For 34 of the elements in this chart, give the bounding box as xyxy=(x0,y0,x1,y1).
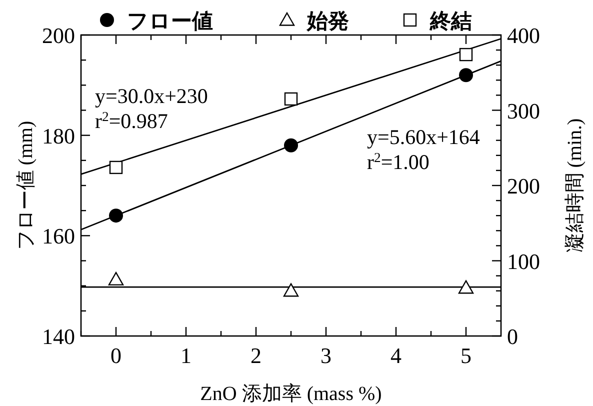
point xyxy=(459,48,473,62)
y-tick-label: 140 xyxy=(42,324,75,349)
x-tick-label: 5 xyxy=(460,343,472,368)
x-axis-title: ZnO 添加率 (mass %) xyxy=(200,383,382,405)
point xyxy=(109,160,123,174)
annotation: y=5.60x+164 xyxy=(367,125,480,149)
y2-tick-label: 100 xyxy=(507,248,540,274)
y-tick-label: 160 xyxy=(42,224,75,249)
y2-tick-label: 300 xyxy=(507,98,540,124)
x-tick-label: 0 xyxy=(110,343,122,368)
y2-axis-title: 凝結時間 (min.) xyxy=(564,118,586,253)
y-axis-title: フロー値 (mm) xyxy=(15,120,37,250)
point xyxy=(459,68,473,82)
point xyxy=(283,283,299,297)
x-tick-label: 1 xyxy=(180,343,192,368)
legend-label: フロー値 xyxy=(127,9,213,33)
point xyxy=(284,138,298,152)
point xyxy=(458,280,474,294)
y2-tick-label: 200 xyxy=(507,174,540,198)
y2-tick-label: 0 xyxy=(507,324,518,349)
y-tick-label: 180 xyxy=(42,123,75,148)
x-tick-label: 3 xyxy=(320,343,332,368)
annotation: y=30.0x+230 xyxy=(95,84,208,108)
point xyxy=(109,208,123,223)
legend-label: 終結 xyxy=(429,9,472,33)
x-tick-label: 4 xyxy=(390,343,402,368)
legend-label: 始発 xyxy=(306,9,349,33)
y2-tick-label: 400 xyxy=(507,23,540,48)
point xyxy=(284,92,298,106)
annotation: r$^{2}$=0.987 xyxy=(95,108,168,133)
y-tick-label: 200 xyxy=(42,23,75,48)
point xyxy=(108,272,124,286)
annotation: r$^{2}$=1.00 xyxy=(367,150,430,174)
x-tick-label: 2 xyxy=(250,343,262,368)
